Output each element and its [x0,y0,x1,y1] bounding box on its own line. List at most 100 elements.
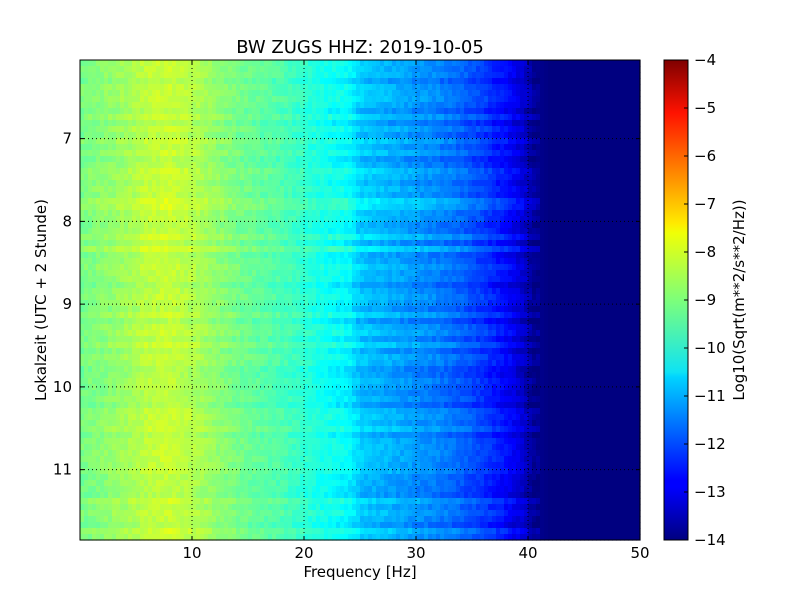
heatmap-cell [252,234,257,241]
heatmap-cell [388,138,393,145]
heatmap-cell [276,186,281,193]
heatmap-cell [164,72,169,79]
heatmap-cell [444,204,449,211]
heatmap-cell [212,66,217,73]
heatmap-cell [540,252,545,259]
heatmap-cell [88,156,93,163]
heatmap-cell [248,138,253,145]
heatmap-cell [392,198,397,205]
heatmap-cell [184,252,189,259]
heatmap-cell [236,186,241,193]
heatmap-cell [556,252,561,259]
heatmap-cell [136,60,141,67]
heatmap-cell [376,210,381,217]
heatmap-cell [604,252,609,259]
heatmap-cell [328,120,333,127]
heatmap-cell [436,270,441,277]
heatmap-cell [104,156,109,163]
heatmap-cell [364,150,369,157]
heatmap-cell [348,264,353,271]
heatmap-cell [556,240,561,247]
heatmap-cell [136,144,141,151]
heatmap-cell [184,270,189,277]
heatmap-cell [220,252,225,259]
heatmap-cell [296,252,301,259]
heatmap-cell [144,102,149,109]
heatmap-cell [212,234,217,241]
heatmap-cell [404,132,409,139]
heatmap-cell [404,186,409,193]
heatmap-cell [556,108,561,115]
heatmap-cell [88,198,93,205]
heatmap-cell [464,84,469,91]
heatmap-cell [136,120,141,127]
heatmap-cell [620,216,625,223]
heatmap-cell [92,84,97,91]
heatmap-cell [576,204,581,211]
heatmap-cell [324,162,329,169]
heatmap-cell [264,150,269,157]
heatmap-cell [324,138,329,145]
heatmap-cell [216,96,221,103]
heatmap-cell [476,204,481,211]
heatmap-cell [232,108,237,115]
heatmap-cell [608,126,613,133]
heatmap-cell [632,114,637,121]
heatmap-cell [628,252,633,259]
heatmap-cell [328,174,333,181]
heatmap-cell [408,240,413,247]
heatmap-cell [132,150,137,157]
heatmap-cell [188,234,193,241]
heatmap-cell [256,132,261,139]
heatmap-cell [180,210,185,217]
heatmap-cell [520,108,525,115]
heatmap-cell [368,66,373,73]
heatmap-cell [156,240,161,247]
heatmap-cell [208,90,213,97]
heatmap-cell [336,252,341,259]
heatmap-cell [340,84,345,91]
heatmap-cell [380,246,385,253]
heatmap-cell [404,240,409,247]
heatmap-cell [452,198,457,205]
heatmap-cell [604,72,609,79]
heatmap-cell [516,132,521,139]
heatmap-cell [180,156,185,163]
heatmap-cell [520,228,525,235]
heatmap-cell [92,126,97,133]
heatmap-cell [508,120,513,127]
heatmap-cell [320,132,325,139]
heatmap-cell [356,174,361,181]
heatmap-cell [560,90,565,97]
heatmap-cell [540,168,545,175]
heatmap-cell [144,108,149,115]
heatmap-cell [416,150,421,157]
heatmap-cell [272,144,277,151]
heatmap-cell [236,84,241,91]
heatmap-cell [456,108,461,115]
heatmap-cell [612,72,617,79]
heatmap-cell [228,174,233,181]
heatmap-cell [308,198,313,205]
heatmap-cell [288,222,293,229]
heatmap-cell [576,126,581,133]
heatmap-cell [296,180,301,187]
heatmap-cell [448,210,453,217]
heatmap-cell [176,78,181,85]
heatmap-cell [284,192,289,199]
heatmap-cell [252,204,257,211]
heatmap-cell [628,174,633,181]
heatmap-cell [448,246,453,253]
heatmap-cell [296,222,301,229]
heatmap-cell [440,246,445,253]
heatmap-cell [152,174,157,181]
heatmap-cell [428,234,433,241]
heatmap-cell [380,234,385,241]
heatmap-cell [344,264,349,271]
heatmap-cell [596,126,601,133]
heatmap-cell [528,216,533,223]
heatmap-cell [412,162,417,169]
heatmap-cell [168,120,173,127]
heatmap-cell [404,216,409,223]
heatmap-cell [608,78,613,85]
